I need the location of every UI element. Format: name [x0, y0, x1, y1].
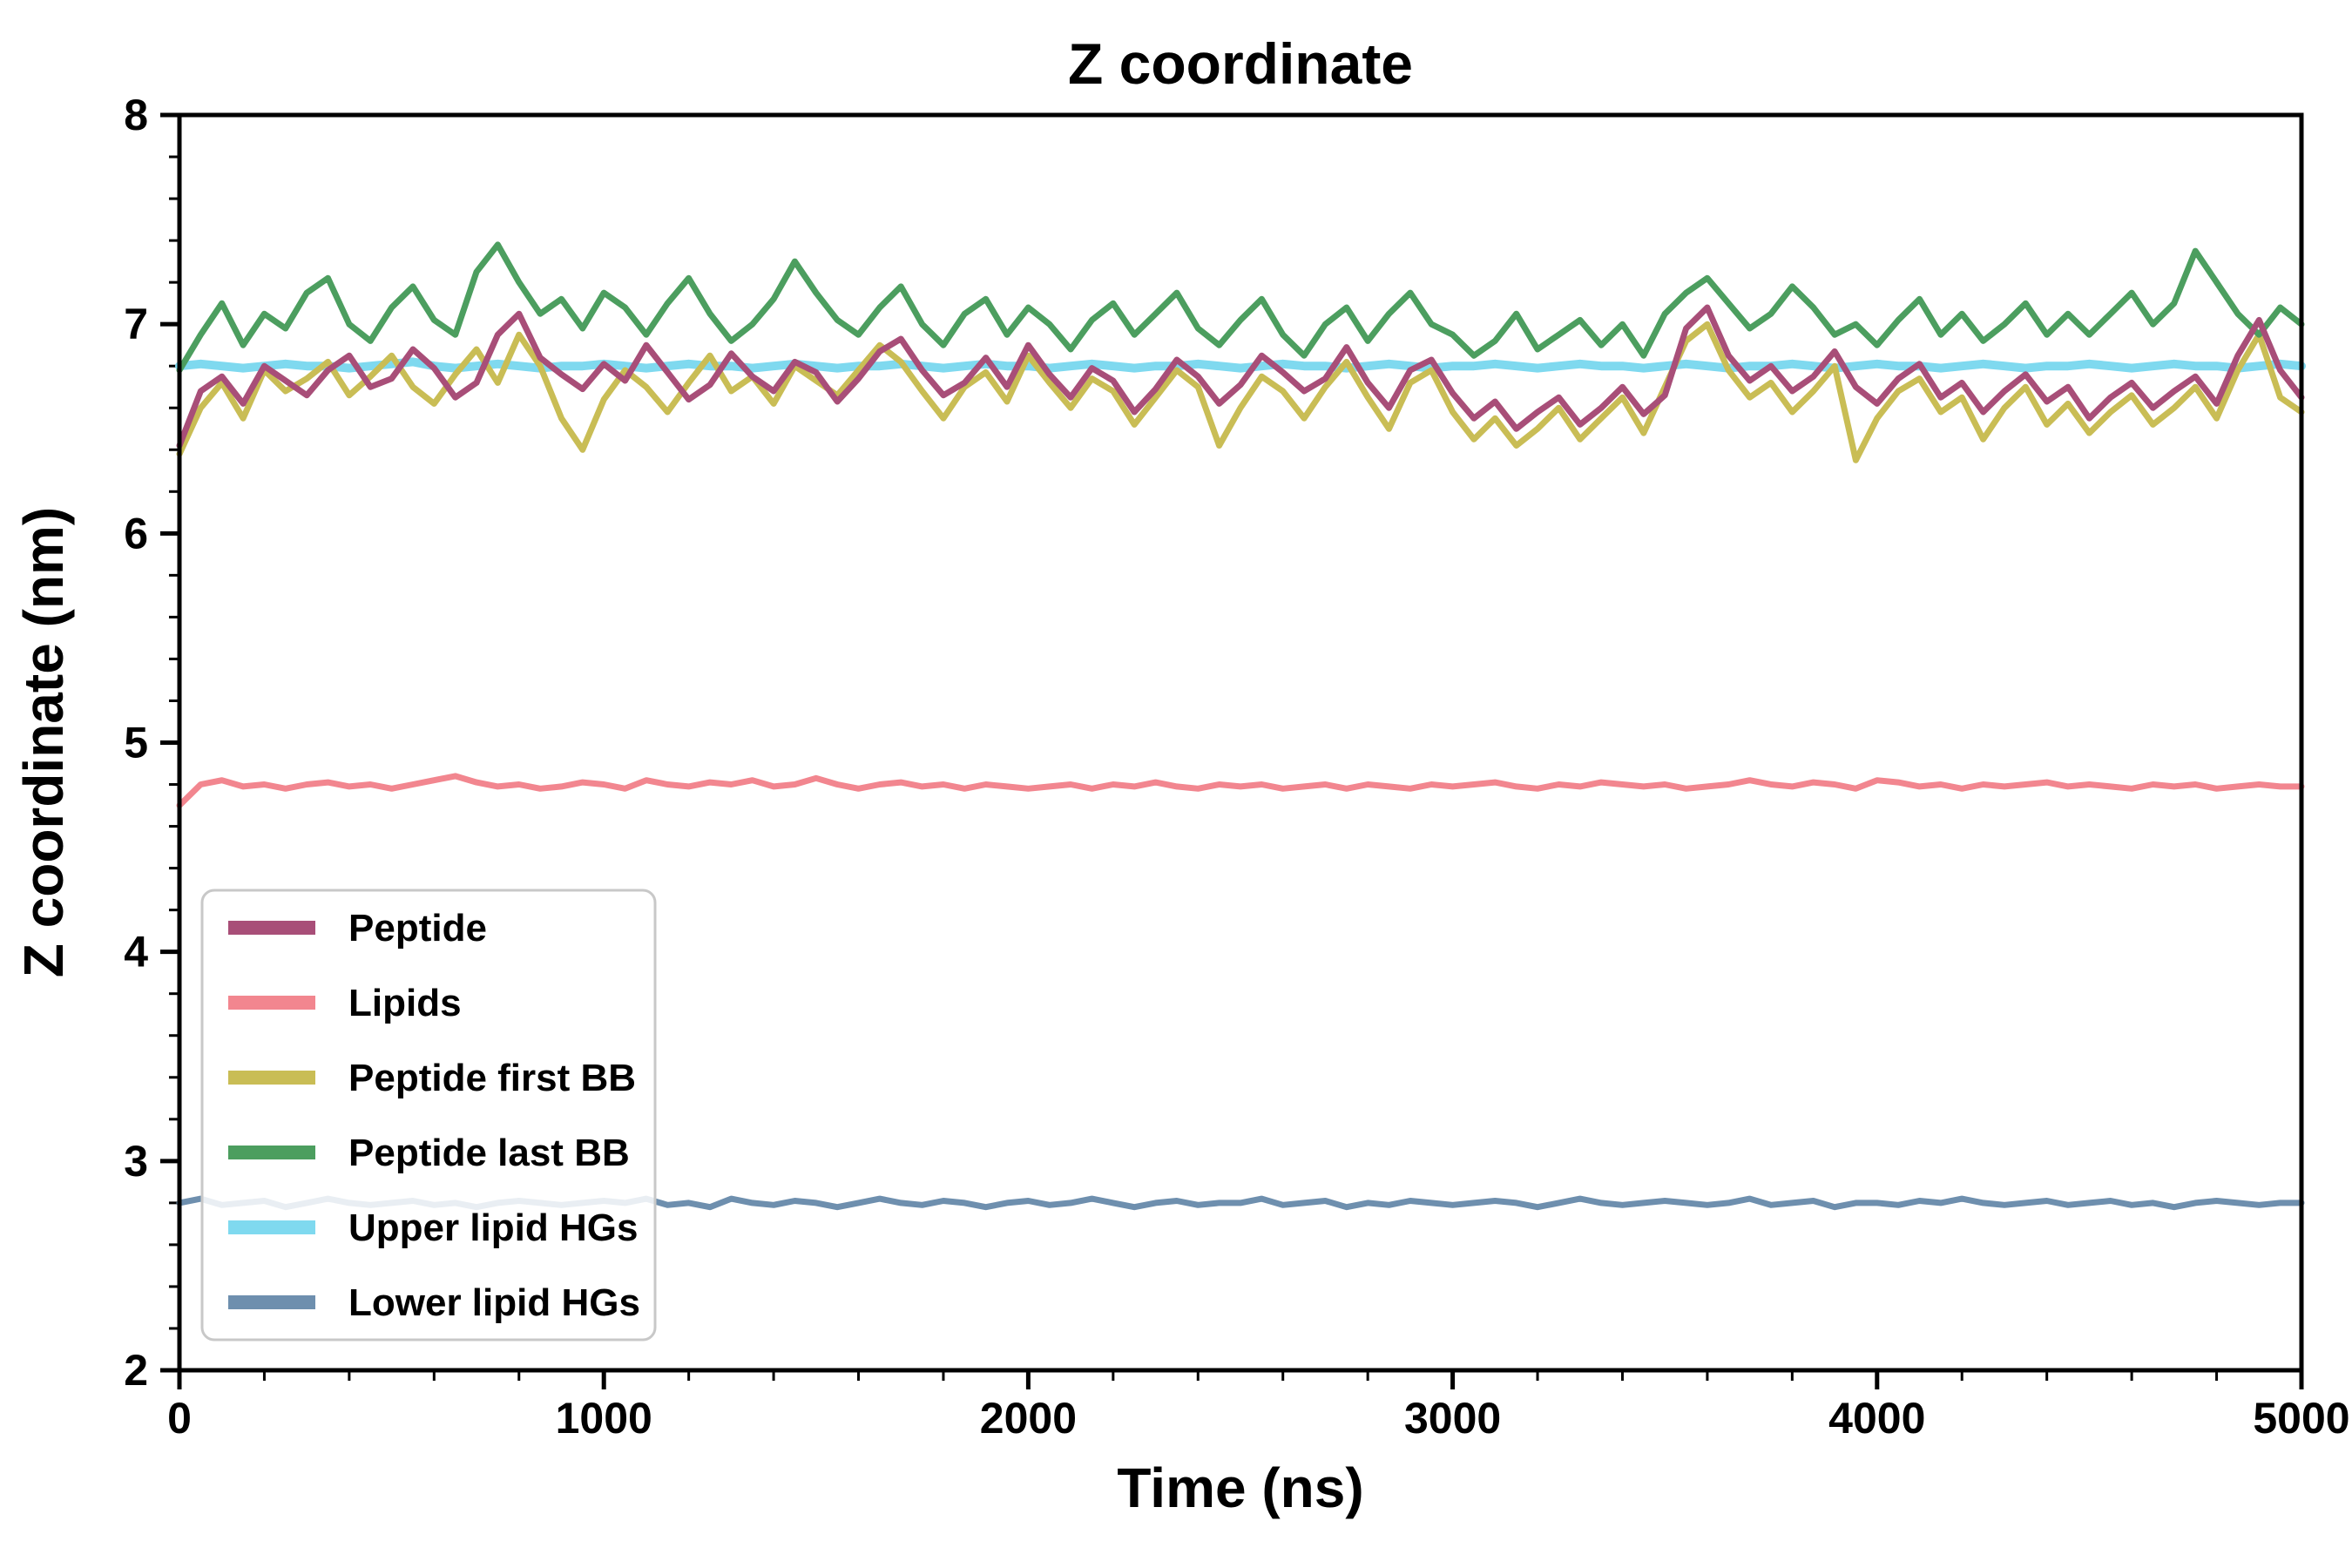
- y-tick-label-4: 4: [124, 928, 148, 977]
- series-line-peptide-last-bb: [176, 241, 2305, 374]
- y-tick-label-7: 7: [124, 300, 148, 348]
- y-tick-label-2: 2: [124, 1346, 148, 1395]
- legend-box: [200, 889, 657, 1342]
- plot-layer: 0 1000 2000 3000 4000 5000 2 3 4 5 6 7 8 Peptide Lipid…: [124, 91, 2349, 1443]
- legend-label-peptide-last-bb: Peptide last BB: [348, 1132, 630, 1174]
- x-tick-label-0: 0: [167, 1394, 192, 1443]
- legend-label-peptide-first-bb: Peptide first BB: [348, 1057, 636, 1099]
- plot-spines: [177, 112, 2304, 1373]
- legend-label-lipids: Lipids: [348, 982, 462, 1024]
- series-line-peptide-first-bb: [176, 321, 2305, 463]
- series-line-peptide: [176, 304, 2305, 449]
- y-tick-label-5: 5: [124, 719, 148, 767]
- series-line-lipids: [176, 773, 2305, 808]
- legend-label-upper-lipid-hgs: Upper lipid HGs: [348, 1206, 638, 1249]
- x-tick-label-3000: 3000: [1404, 1394, 1501, 1443]
- x-axis-label: Time (ns): [1117, 1456, 1363, 1519]
- x-tick-label-5000: 5000: [2253, 1394, 2349, 1443]
- y-tick-label-8: 8: [124, 91, 148, 139]
- series-line-upper-lipid-hgs: [175, 357, 2306, 373]
- y-tick-label-3: 3: [124, 1137, 148, 1186]
- x-tick-label-1000: 1000: [556, 1394, 652, 1443]
- y-axis-label: Z coordinate (nm): [12, 507, 75, 977]
- legend-label-lower-lipid-hgs: Lower lipid HGs: [348, 1281, 640, 1324]
- legend-label-peptide: Peptide: [348, 907, 487, 950]
- y-tick-label-6: 6: [124, 509, 148, 558]
- x-tick-label-4000: 4000: [1828, 1394, 1925, 1443]
- x-tick-label-2000: 2000: [980, 1394, 1077, 1443]
- chart-title: Z coordinate: [1068, 31, 1413, 96]
